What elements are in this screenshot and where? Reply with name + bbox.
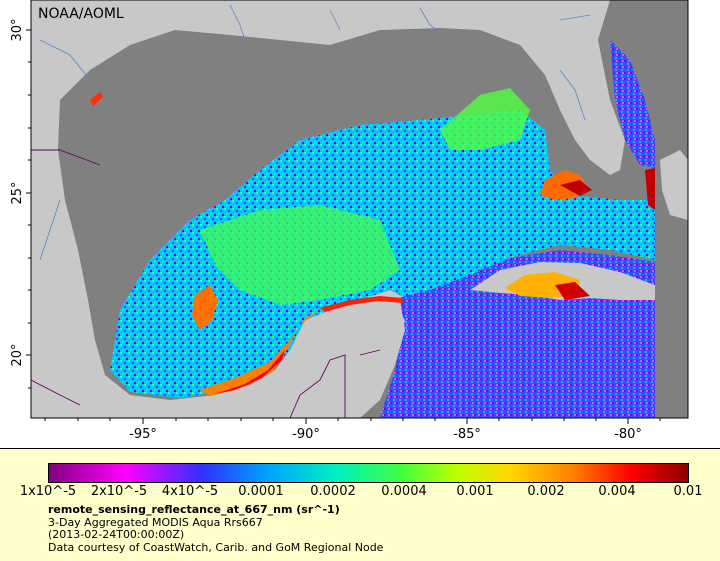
coastal-band-tampico bbox=[192, 285, 218, 330]
lon-label-95: -95° bbox=[129, 427, 157, 442]
lat-label-20: 20° bbox=[10, 343, 25, 366]
scale-tick: 0.01 bbox=[673, 484, 703, 499]
legend-dataset: 3-Day Aggregated MODIS Aqua Rrs667 bbox=[48, 515, 263, 529]
scale-tick: 0.0004 bbox=[381, 484, 427, 499]
coastal-band-texas bbox=[90, 92, 103, 106]
color-scale-tick-labels: 1x10^-5 2x10^-5 4x10^-5 0.0001 0.0002 0.… bbox=[0, 484, 720, 500]
ocean-data-east-florida bbox=[610, 40, 655, 168]
borders bbox=[31, 149, 688, 418]
scale-tick: 0.001 bbox=[456, 484, 494, 499]
lon-label-85: -85° bbox=[453, 427, 481, 442]
coastal-band-yucatan-north bbox=[320, 296, 403, 312]
bahamas-land bbox=[660, 150, 688, 220]
legend-text: remote_sensing_reflectance_at_667_nm (sr… bbox=[48, 503, 384, 554]
lat-label-25: 25° bbox=[10, 181, 25, 204]
scale-tick: 4x10^-5 bbox=[161, 484, 219, 499]
scale-tick: 2x10^-5 bbox=[90, 484, 148, 499]
lon-label-80: -80° bbox=[614, 427, 642, 442]
scale-tick: 1x10^-5 bbox=[19, 484, 77, 499]
ocean-data-green-ne bbox=[440, 88, 530, 150]
color-scale-bar bbox=[48, 463, 689, 483]
legend-title: remote_sensing_reflectance_at_667_nm (sr… bbox=[48, 503, 340, 516]
ocean-data-green bbox=[200, 205, 400, 305]
scale-tick: 0.002 bbox=[527, 484, 565, 499]
legend-attribution: Data courtesy of CoastWatch, Carib. and … bbox=[48, 540, 384, 554]
legend-date: (2013-02-24T00:00:00Z) bbox=[48, 528, 185, 541]
lat-ticks bbox=[26, 29, 31, 389]
lon-label-90: -90° bbox=[292, 427, 320, 442]
lat-label-30: 30° bbox=[10, 18, 25, 41]
map-frame bbox=[30, 0, 689, 419]
scale-tick: 0.004 bbox=[598, 484, 636, 499]
scale-tick: 0.0001 bbox=[238, 484, 284, 499]
coastal-band-bahamas bbox=[645, 168, 655, 210]
map-credit: NOAA/AOML bbox=[38, 6, 124, 22]
coastal-band-florida-dark bbox=[560, 180, 592, 196]
rivers bbox=[39, 4, 591, 261]
coastal-band-campeche bbox=[200, 310, 320, 396]
yucatan bbox=[260, 298, 405, 418]
lon-ticks bbox=[44, 418, 661, 424]
scale-tick: 0.0002 bbox=[310, 484, 356, 499]
coastal-band-cuba-red bbox=[555, 282, 590, 300]
